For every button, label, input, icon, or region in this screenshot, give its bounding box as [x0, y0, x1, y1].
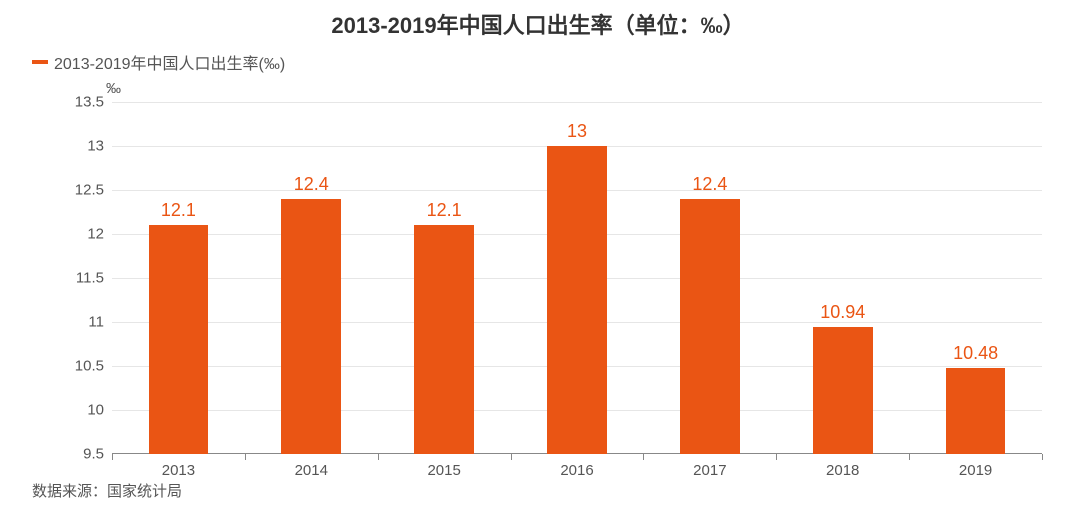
x-tick-label: 2017 [693, 454, 726, 479]
x-tick-label: 2018 [826, 454, 859, 479]
bar-value-label: 12.1 [161, 200, 196, 221]
bar-slot: 12.42017 [643, 102, 776, 454]
bar [149, 225, 209, 454]
x-tick [643, 454, 644, 460]
data-source-label: 数据来源：国家统计局 [32, 480, 182, 501]
y-tick-label: 13 [87, 138, 112, 155]
bar [680, 199, 740, 454]
bar [547, 146, 607, 454]
x-tick-label: 2019 [959, 454, 992, 479]
x-tick [378, 454, 379, 460]
x-tick-label: 2014 [295, 454, 328, 479]
bar-slot: 12.42014 [245, 102, 378, 454]
y-tick-label: 13.5 [75, 94, 112, 111]
y-tick-label: 10.5 [75, 358, 112, 375]
bar-value-label: 10.48 [953, 343, 998, 364]
y-tick-label: 12 [87, 226, 112, 243]
bar-slot: 12.12015 [378, 102, 511, 454]
x-tick-label: 2016 [560, 454, 593, 479]
x-tick [1042, 454, 1043, 460]
bar-slot: 12.12013 [112, 102, 245, 454]
chart-title: 2013-2019年中国人口出生率（单位：‰） [0, 0, 1076, 40]
y-tick-label: 11.5 [76, 270, 112, 287]
bars-container: 12.1201312.4201412.1201513201612.4201710… [112, 102, 1042, 454]
bar [414, 225, 474, 454]
y-tick-label: 11 [88, 314, 112, 331]
y-tick-label: 10 [87, 402, 112, 419]
x-tick [112, 454, 113, 460]
bar-slot: 10.482019 [909, 102, 1042, 454]
x-tick [511, 454, 512, 460]
bar-value-label: 12.1 [427, 200, 462, 221]
bar-value-label: 13 [567, 121, 587, 142]
legend-swatch [32, 60, 48, 64]
bar-value-label: 10.94 [820, 302, 865, 323]
bar [813, 327, 873, 454]
bar [946, 368, 1006, 454]
x-tick [245, 454, 246, 460]
plot-area: 9.51010.51111.51212.51313.512.1201312.42… [112, 102, 1042, 454]
x-tick-label: 2015 [427, 454, 460, 479]
x-tick [776, 454, 777, 460]
y-tick-label: 12.5 [75, 182, 112, 199]
bar-value-label: 12.4 [294, 174, 329, 195]
legend: 2013-2019年中国人口出生率(‰) [0, 50, 1076, 74]
bar [281, 199, 341, 454]
x-tick-label: 2013 [162, 454, 195, 479]
y-tick-label: 9.5 [83, 446, 112, 463]
x-tick [909, 454, 910, 460]
bar-slot: 132016 [511, 102, 644, 454]
bar-value-label: 12.4 [692, 174, 727, 195]
legend-label: 2013-2019年中国人口出生率(‰) [54, 50, 285, 74]
bar-slot: 10.942018 [776, 102, 909, 454]
